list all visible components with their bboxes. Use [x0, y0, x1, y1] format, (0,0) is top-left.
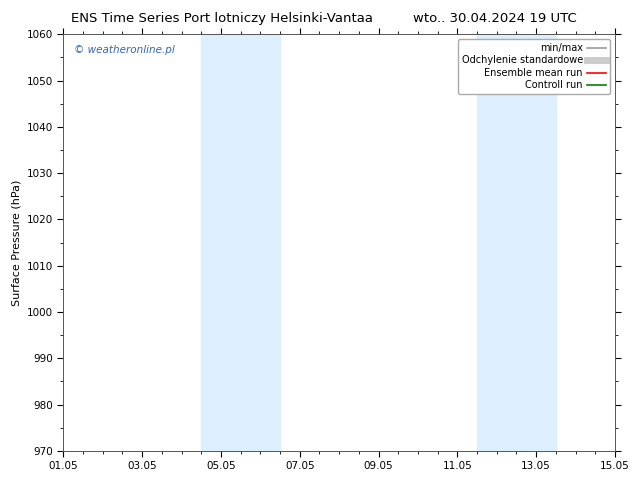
Bar [202, 34, 280, 451]
Bar [477, 34, 556, 451]
Y-axis label: Surface Pressure (hPa): Surface Pressure (hPa) [11, 179, 21, 306]
Text: ENS Time Series Port lotniczy Helsinki-Vantaa: ENS Time Series Port lotniczy Helsinki-V… [71, 12, 373, 25]
Text: wto.. 30.04.2024 19 UTC: wto.. 30.04.2024 19 UTC [413, 12, 576, 25]
Legend: min/max, Odchylenie standardowe, Ensemble mean run, Controll run: min/max, Odchylenie standardowe, Ensembl… [458, 39, 610, 94]
Text: © weatheronline.pl: © weatheronline.pl [74, 45, 175, 55]
